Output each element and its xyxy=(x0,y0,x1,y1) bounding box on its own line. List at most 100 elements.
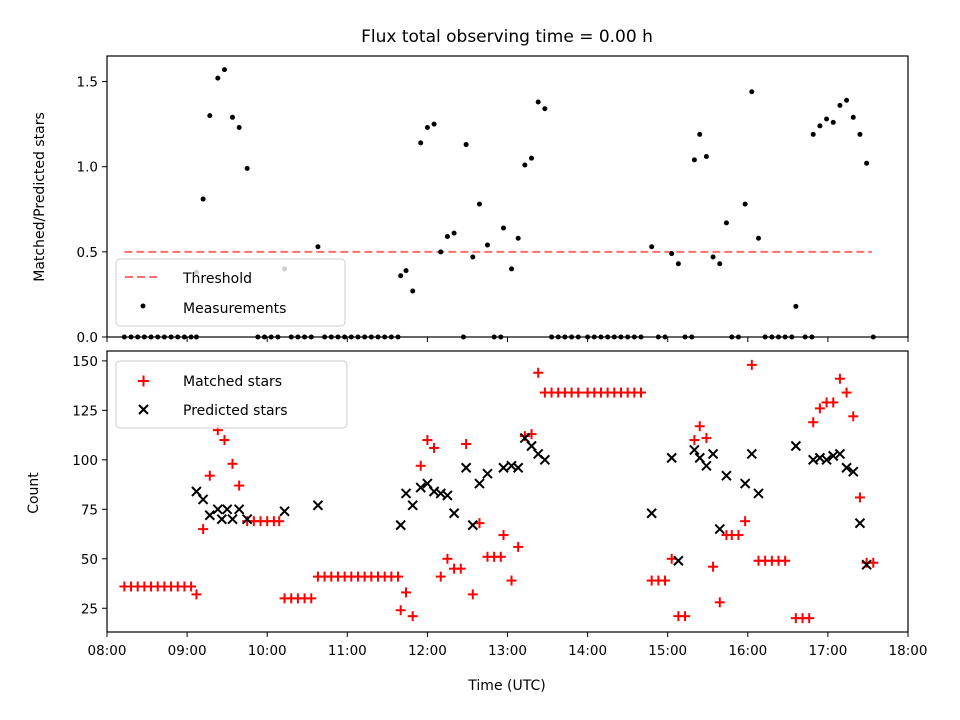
x-axis-label: Time (UTC) xyxy=(467,678,545,694)
bottom-legend-box xyxy=(115,360,348,429)
measurement-point xyxy=(200,196,206,202)
matched-stars-point xyxy=(841,387,852,398)
measurement-point xyxy=(418,140,424,146)
top-y-axis-label: Matched/Predicted stars xyxy=(32,112,48,282)
predicted-stars-point xyxy=(841,462,852,473)
predicted-stars-point xyxy=(498,462,509,473)
measurement-point xyxy=(857,131,863,137)
measurement-point xyxy=(850,114,856,120)
matched-stars-point xyxy=(435,571,446,582)
measurement-point xyxy=(500,225,506,231)
measurement-point xyxy=(830,119,836,125)
predicted-stars-point xyxy=(415,482,426,493)
predicted-stars-point xyxy=(400,488,412,499)
matched-stars-point xyxy=(422,435,433,446)
x-tick-label: 15:00 xyxy=(648,643,687,659)
chart-title: Flux total observing time = 0.00 h xyxy=(361,27,653,47)
matched-stars-point xyxy=(227,458,238,469)
matched-legend-swatch xyxy=(138,375,149,387)
predicted-legend-label: Predicted stars xyxy=(183,403,288,419)
measurement-point xyxy=(542,106,548,112)
matched-stars-point xyxy=(636,387,646,398)
matched-stars-point xyxy=(746,359,757,370)
matched-stars-point xyxy=(395,605,406,616)
measurement-point xyxy=(529,155,535,161)
measurement-point xyxy=(398,273,404,279)
measurement-point xyxy=(229,114,235,120)
measurement-point xyxy=(844,97,850,103)
measurement-point xyxy=(315,244,321,250)
measurement-point xyxy=(703,153,709,159)
measurement-point xyxy=(810,131,816,137)
measurement-point xyxy=(236,125,242,131)
matched-stars-point xyxy=(513,541,524,552)
predicted-stars-point xyxy=(854,517,866,529)
predicted-legend-swatch xyxy=(138,404,149,415)
predicted-stars-point xyxy=(204,510,216,521)
measurement-point xyxy=(515,235,521,241)
x-tick-label: 17:00 xyxy=(808,643,847,659)
measurement-point xyxy=(403,268,409,274)
measurement-point xyxy=(207,113,213,119)
measurements-legend-label: Measurements xyxy=(183,301,286,317)
matched-stars-point xyxy=(804,613,815,624)
predicted-stars-point xyxy=(821,454,832,466)
threshold-legend-label: Threshold xyxy=(182,271,252,287)
measurement-point xyxy=(649,244,655,250)
matched-stars-point xyxy=(848,411,859,422)
x-tick-label: 09:00 xyxy=(168,643,207,659)
measurement-point xyxy=(244,165,250,171)
predicted-stars-point xyxy=(216,513,228,525)
predicted-stars-point xyxy=(241,513,253,525)
measurement-point xyxy=(410,288,416,294)
bottom-legend: Matched stars Predicted stars xyxy=(115,360,348,429)
predicted-stars-point xyxy=(474,478,485,489)
predicted-stars-point xyxy=(279,506,290,517)
measurement-point xyxy=(444,234,450,240)
matched-stars-point xyxy=(467,589,478,600)
measurement-point xyxy=(837,102,843,108)
top-legend: Threshold Measurements xyxy=(115,258,346,327)
x-tick-label: 11:00 xyxy=(328,643,367,659)
measurement-point xyxy=(723,220,729,226)
y-tick-label: 1.0 xyxy=(77,160,98,176)
measurement-point xyxy=(669,251,675,257)
predicted-stars-point xyxy=(707,448,719,460)
bottom-axes-ticks: 08:00 09:00 10:00 11:00 12:00 13:00 14:00 15:00… xyxy=(72,354,927,659)
predicted-stars-point xyxy=(221,504,233,515)
measurement-point xyxy=(691,157,697,163)
bottom-y-axis-label: Count xyxy=(26,472,42,514)
matched-stars-point xyxy=(407,611,418,622)
predicted-stars-point xyxy=(467,519,478,531)
predicted-stars-point xyxy=(753,488,764,499)
predicted-stars-point xyxy=(646,508,657,519)
predicted-stars-point xyxy=(227,513,238,525)
measurement-point xyxy=(742,201,748,207)
measurement-point xyxy=(793,303,799,309)
measurement-point xyxy=(535,99,541,105)
matched-stars-point xyxy=(740,516,751,527)
matched-stars-point xyxy=(689,435,700,446)
measurement-point xyxy=(484,242,490,248)
predicted-stars-point xyxy=(848,466,859,477)
measurements-legend-swatch xyxy=(140,303,146,309)
matched-legend-label: Matched stars xyxy=(183,374,282,390)
matched-stars-point xyxy=(498,530,509,541)
y-tick-label: 150 xyxy=(72,354,98,370)
predicted-stars-point xyxy=(746,448,758,460)
y-tick-label: 75 xyxy=(81,502,98,518)
matched-stars-point xyxy=(219,435,230,446)
measurement-point xyxy=(463,142,469,148)
predicted-stars-point xyxy=(539,454,551,466)
matched-stars-point xyxy=(204,470,215,481)
predicted-stars-point xyxy=(666,452,677,464)
matched-stars-point xyxy=(573,387,584,398)
matched-stars-point xyxy=(429,442,440,453)
matched-stars-point xyxy=(191,589,202,600)
predicted-stars-point xyxy=(790,440,802,452)
matched-stars-point xyxy=(694,421,705,432)
bottom-plot-marks xyxy=(119,359,879,624)
x-tick-label: 13:00 xyxy=(488,643,527,659)
matched-stars-point xyxy=(708,561,719,572)
